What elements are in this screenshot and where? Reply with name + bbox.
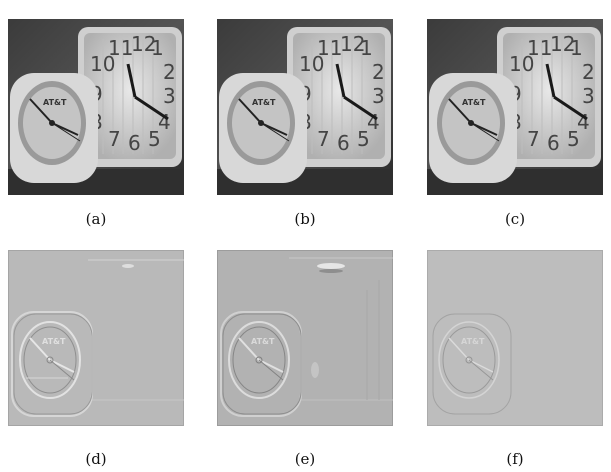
caption-c: (c) — [504, 210, 526, 228]
svg-text:5: 5 — [148, 127, 161, 151]
svg-text:6: 6 — [547, 131, 560, 155]
caption-d: (d) — [85, 450, 107, 468]
svg-text:11: 11 — [527, 36, 552, 60]
svg-text:3: 3 — [582, 84, 595, 108]
svg-text:5: 5 — [357, 127, 370, 151]
svg-text:AT&T: AT&T — [42, 337, 66, 346]
svg-text:10: 10 — [509, 52, 534, 76]
panel-f-residual-image: AT&T — [427, 250, 603, 426]
svg-text:AT&T: AT&T — [252, 98, 276, 107]
caption-f: (f) — [506, 450, 524, 468]
svg-text:1: 1 — [570, 36, 583, 60]
panel-e-residual-image: AT&T — [217, 250, 393, 426]
svg-text:7: 7 — [108, 127, 121, 151]
svg-text:12: 12 — [131, 32, 156, 56]
svg-text:2: 2 — [163, 60, 176, 84]
caption-a: (a) — [85, 210, 107, 228]
residual-image-e: AT&T — [217, 250, 393, 426]
svg-text:11: 11 — [108, 36, 133, 60]
svg-text:7: 7 — [527, 127, 540, 151]
caption-e: (e) — [294, 450, 316, 468]
svg-text:6: 6 — [337, 131, 350, 155]
svg-text:AT&T: AT&T — [462, 98, 486, 107]
svg-text:3: 3 — [163, 84, 176, 108]
svg-text:12: 12 — [340, 32, 365, 56]
svg-text:AT&T: AT&T — [251, 337, 275, 346]
svg-text:12: 12 — [550, 32, 575, 56]
svg-text:2: 2 — [372, 60, 385, 84]
svg-text:6: 6 — [128, 131, 141, 155]
svg-text:10: 10 — [299, 52, 324, 76]
svg-text:1: 1 — [151, 36, 164, 60]
svg-text:3: 3 — [372, 84, 385, 108]
svg-text:AT&T: AT&T — [461, 337, 485, 346]
panel-d-residual-image: AT&T — [8, 250, 184, 426]
svg-text:AT&T: AT&T — [43, 98, 67, 107]
svg-text:5: 5 — [567, 127, 580, 151]
residual-image-d: AT&T — [8, 250, 184, 426]
svg-text:7: 7 — [317, 127, 330, 151]
svg-text:10: 10 — [90, 52, 115, 76]
svg-text:1: 1 — [360, 36, 373, 60]
caption-b: (b) — [294, 210, 316, 228]
residual-image-f: AT&T — [427, 250, 603, 426]
svg-text:11: 11 — [317, 36, 342, 60]
svg-text:2: 2 — [582, 60, 595, 84]
